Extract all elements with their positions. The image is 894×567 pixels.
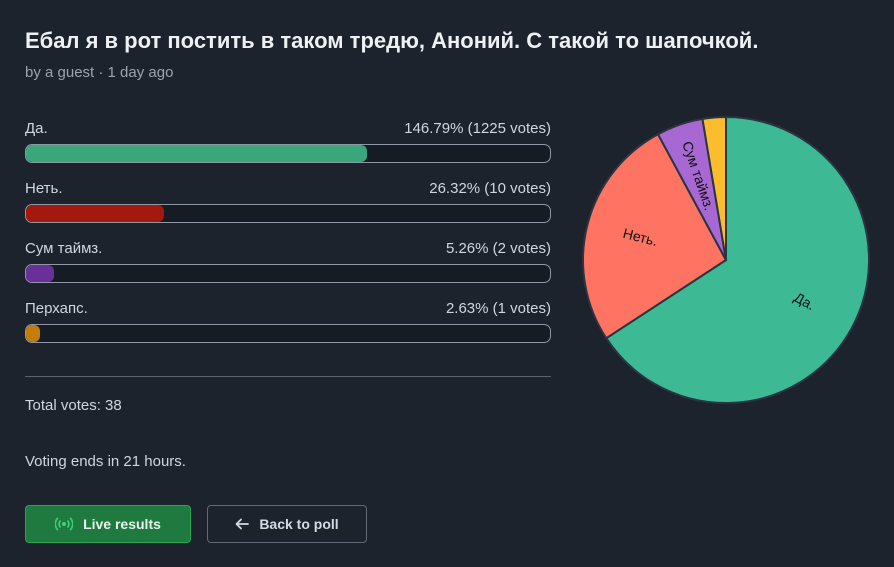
option-label: Перхапс. [25, 300, 88, 317]
back-to-poll-label: Back to poll [259, 516, 339, 532]
option-bar-track [25, 324, 551, 343]
poll-options: Да. 146.79% (1225 votes) Неть. 26.32% (1… [25, 118, 551, 358]
option-stat: 26.32% (10 votes) [429, 180, 551, 197]
option-bar-fill [26, 205, 164, 222]
option-label: Да. [25, 120, 48, 137]
option-stat: 5.26% (2 votes) [445, 240, 551, 257]
option-bar-fill [26, 325, 40, 342]
arrow-left-icon [235, 518, 250, 530]
option-label: Неть. [25, 180, 63, 197]
option-stat: 2.63% (1 votes) [445, 300, 551, 317]
results-pie-chart: Да.Неть.Сум таймз. [582, 115, 870, 404]
live-results-label: Live results [83, 516, 161, 532]
option-stat: 146.79% (1225 votes) [404, 120, 551, 137]
option-bar-fill [26, 145, 367, 162]
broadcast-icon [55, 517, 74, 531]
poll-title: Ебал я в рот постить в таком тредю, Анон… [25, 28, 759, 53]
poll-byline: by a guest · 1 day ago [25, 64, 174, 81]
option-bar-fill [26, 265, 54, 282]
option-bar-track [25, 204, 551, 223]
total-votes: Total votes: 38 [25, 397, 122, 414]
poll-option: Неть. 26.32% (10 votes) [25, 178, 551, 238]
poll-option: Перхапс. 2.63% (1 votes) [25, 298, 551, 358]
option-bar-track [25, 144, 551, 163]
voting-ends: Voting ends in 21 hours. [25, 453, 186, 470]
poll-option: Да. 146.79% (1225 votes) [25, 118, 551, 178]
pie-slice [582, 132, 728, 340]
back-to-poll-button[interactable]: Back to poll [207, 505, 367, 543]
option-label: Сум таймз. [25, 240, 103, 257]
pie-slice [604, 115, 870, 404]
option-bar-track [25, 264, 551, 283]
live-results-button[interactable]: Live results [25, 505, 191, 543]
divider [25, 376, 551, 377]
poll-option: Сум таймз. 5.26% (2 votes) [25, 238, 551, 298]
pie-slice [701, 115, 727, 261]
